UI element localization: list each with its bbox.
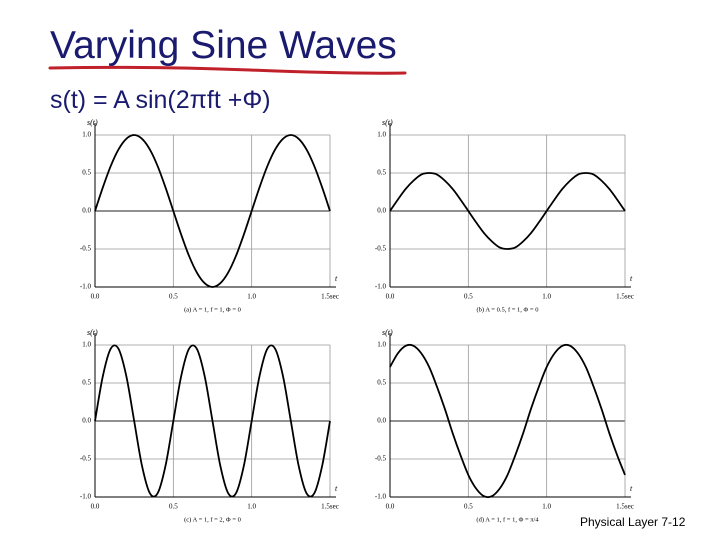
y-tick-label: -1.0 [375,493,387,501]
footer: Physical Layer 7-12 [580,515,686,529]
x-tick-label: 1.5sec [616,503,634,511]
underline [48,65,407,75]
y-tick-label: 1.0 [377,131,386,139]
y-tick-label: -0.5 [80,245,92,253]
y-tick-label: 0.0 [82,417,91,425]
caption: (a) A = 1, f = 1, Φ = 0 [184,306,241,313]
sine-line [94,134,331,288]
x-tick-label: 1.0 [247,293,256,301]
y-tick-label: 0.0 [377,417,386,425]
caption: (d) A = 1, f = 1, Φ = π/4 [476,516,539,523]
x-tick-label: 1.0 [542,293,551,301]
y-tick-label: 0.0 [377,207,386,215]
y-tick-label: 0.5 [377,169,386,177]
x-tick-label: 0.0 [91,503,100,511]
x-axis-label: t [630,484,633,493]
x-axis-label: t [335,274,338,283]
y-axis-label: s(t) [382,118,393,127]
x-axis-label: t [630,274,633,283]
x-tick-label: 0.5 [169,293,178,301]
y-tick-label: 0.5 [377,379,386,387]
x-tick-label: 1.5sec [321,293,339,301]
x-tick-label: 1.0 [542,503,551,511]
y-tick-label: -1.0 [375,283,387,291]
y-axis-label: s(t) [87,118,98,127]
slide-subtitle: s(t) = A sin(2πft +Φ) [50,86,271,114]
sine-line [94,344,331,498]
y-tick-label: 1.0 [82,341,91,349]
x-tick-label: 1.0 [247,503,256,511]
y-tick-label: -0.5 [80,455,92,463]
chart: -1.0 -0.5 0.0 0.5 1.0 0.0 0.5 1.0 1.5sec s(t) t (c)… [80,328,339,524]
y-tick-label: 0.5 [82,169,91,177]
x-tick-label: 0.5 [169,503,178,511]
x-tick-label: 1.5sec [616,293,634,301]
x-tick-label: 0.0 [91,293,100,301]
y-tick-label: -0.5 [375,245,387,253]
caption: (b) A = 0.5, f = 1, Φ = 0 [477,306,539,313]
x-tick-label: 0.5 [464,503,473,511]
x-axis-label: t [335,484,338,493]
y-tick-label: 1.0 [82,131,91,139]
caption: (c) A = 1, f = 2, Φ = 0 [184,516,241,523]
x-tick-label: 0.0 [386,503,395,511]
chart: -1.0 -0.5 0.0 0.5 1.0 0.0 0.5 1.0 1.5sec s(t) t (b)… [375,118,634,314]
chart: -1.0 -0.5 0.0 0.5 1.0 0.0 0.5 1.0 1.5sec s(t) t (d)… [375,328,634,524]
y-axis-label: s(t) [87,328,98,337]
y-tick-label: 0.0 [82,207,91,215]
sine-line [389,172,626,250]
charts: -1.0 -0.5 0.0 0.5 1.0 0.0 0.5 1.0 1.5sec s(t) t (a)… [80,118,634,524]
x-tick-label: 0.0 [386,293,395,301]
y-tick-label: 0.5 [82,379,91,387]
y-axis-label: s(t) [382,328,393,337]
y-tick-label: -0.5 [375,455,387,463]
x-tick-label: 0.5 [464,293,473,301]
chart: -1.0 -0.5 0.0 0.5 1.0 0.0 0.5 1.0 1.5sec s(t) t (a)… [80,118,339,314]
y-tick-label: -1.0 [80,493,92,501]
x-tick-label: 1.5sec [321,503,339,511]
slide-title: Varying Sine Waves [50,24,397,67]
y-tick-label: -1.0 [80,283,92,291]
y-tick-label: 1.0 [377,341,386,349]
sine-line [389,343,626,499]
